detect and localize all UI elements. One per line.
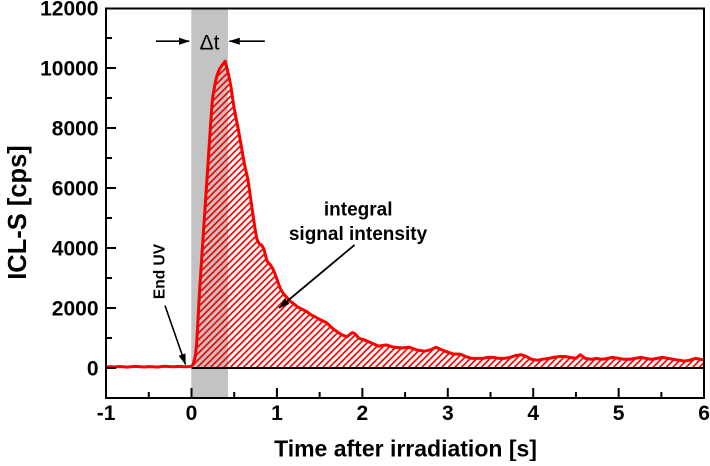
svg-text:0: 0 [87, 358, 99, 381]
svg-text:2000: 2000 [52, 298, 99, 321]
svg-text:10000: 10000 [40, 58, 98, 81]
svg-text:0: 0 [186, 402, 198, 425]
svg-text:signal intensity: signal intensity [289, 224, 428, 245]
svg-text:1: 1 [271, 402, 283, 425]
svg-text:End UV: End UV [151, 243, 168, 299]
svg-text:6: 6 [698, 402, 710, 425]
svg-text:8000: 8000 [52, 118, 99, 141]
svg-text:integral: integral [324, 200, 393, 221]
svg-text:2: 2 [357, 402, 369, 425]
svg-text:5: 5 [613, 402, 625, 425]
svg-text:ICL-S [cps]: ICL-S [cps] [4, 145, 32, 280]
svg-text:3: 3 [442, 402, 454, 425]
svg-text:4: 4 [527, 402, 539, 425]
svg-text:4000: 4000 [52, 238, 99, 261]
svg-text:Δt: Δt [200, 32, 220, 55]
svg-text:6000: 6000 [52, 178, 99, 201]
svg-text:12000: 12000 [40, 0, 98, 21]
svg-text:Time after irradiation [s]: Time after irradiation [s] [274, 435, 537, 461]
svg-text:-1: -1 [97, 402, 116, 425]
